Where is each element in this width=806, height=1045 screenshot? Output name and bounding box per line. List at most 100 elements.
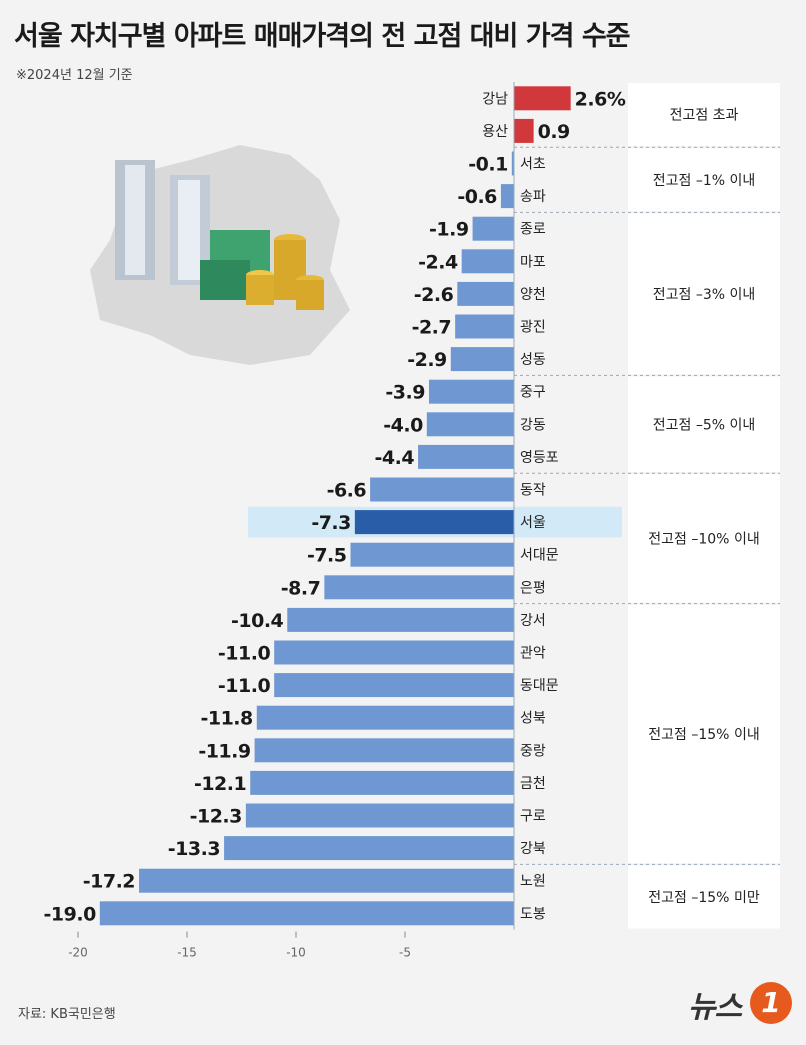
value-label: -2.4	[418, 251, 458, 273]
group-panel	[628, 376, 780, 473]
category-label: 중랑	[520, 743, 546, 759]
bar	[287, 607, 514, 632]
bar	[370, 477, 514, 502]
category-label: 동작	[520, 483, 546, 499]
category-label: 종로	[520, 222, 546, 238]
value-label: -4.4	[375, 447, 415, 469]
bar	[224, 836, 514, 861]
bar	[500, 184, 514, 209]
category-label: 강남	[482, 91, 508, 107]
value-label: -19.0	[44, 903, 97, 925]
category-label: 강동	[520, 417, 546, 433]
x-tick-label: -5	[399, 946, 411, 960]
x-tick-label: -10	[286, 946, 306, 960]
bar	[274, 640, 514, 665]
category-label: 중구	[520, 385, 546, 401]
value-label: -7.3	[311, 512, 351, 534]
group-panel	[628, 83, 780, 147]
value-label: -1.9	[429, 219, 469, 241]
value-label: -11.9	[198, 740, 250, 762]
group-label: 전고점 –3% 이내	[653, 287, 756, 303]
category-label: 강서	[520, 613, 546, 629]
category-label: 은평	[520, 580, 546, 596]
group-label: 전고점 –5% 이내	[653, 417, 756, 433]
chart-title: 서울 자치구별 아파트 매매가격의 전 고점 대비 가격 수준	[14, 21, 631, 52]
category-label: 성북	[520, 711, 546, 727]
bar	[472, 216, 514, 241]
bar	[254, 738, 514, 763]
value-label: -11.0	[218, 643, 271, 665]
category-label: 양천	[520, 287, 546, 303]
bar	[426, 412, 514, 437]
group-panel	[628, 865, 780, 929]
value-label: -0.6	[457, 186, 497, 208]
source-note: 자료: KB국민은행	[18, 1007, 116, 1022]
group-panel	[628, 474, 780, 603]
category-label: 서대문	[520, 548, 559, 564]
category-label: 마포	[520, 254, 546, 270]
value-label: -3.9	[385, 382, 425, 404]
group-label: 전고점 –15% 미만	[648, 890, 760, 906]
bar	[418, 444, 514, 469]
bar	[250, 770, 514, 795]
news1-logo: 뉴스	[688, 990, 742, 1025]
value-label: -11.8	[200, 708, 253, 730]
group-panel	[628, 148, 780, 212]
bar	[450, 347, 514, 372]
category-label: 금천	[520, 776, 546, 792]
category-label: 동대문	[520, 678, 559, 694]
bar	[99, 901, 515, 926]
x-tick-label: -15	[177, 946, 197, 960]
value-label: -0.1	[468, 154, 508, 176]
value-label: -2.6	[414, 284, 454, 306]
category-label: 강북	[520, 841, 546, 857]
bar	[514, 118, 534, 143]
value-label: -17.2	[83, 871, 135, 893]
bar	[324, 575, 514, 600]
value-label: -8.7	[281, 577, 321, 599]
bar	[428, 379, 514, 404]
bar	[514, 86, 571, 111]
bar	[511, 151, 514, 176]
category-label: 구로	[520, 809, 546, 825]
value-label: 2.6%	[575, 88, 626, 110]
value-label: 0.9	[538, 121, 570, 143]
value-label: -10.4	[231, 610, 284, 632]
value-label: -7.5	[307, 545, 347, 567]
category-label: 노원	[520, 874, 546, 890]
category-label: 송파	[520, 189, 546, 205]
category-label: 용산	[482, 124, 508, 140]
category-label: 서초	[520, 157, 546, 173]
bar	[457, 281, 514, 306]
value-label: -12.3	[190, 806, 242, 828]
group-label: 전고점 초과	[670, 108, 739, 124]
value-label: -2.9	[407, 349, 447, 371]
group-panel	[628, 604, 780, 864]
category-label: 광진	[520, 320, 546, 336]
category-label: 성동	[520, 352, 546, 368]
bar	[245, 803, 515, 828]
group-label: 전고점 –15% 이내	[648, 727, 759, 743]
bar	[256, 705, 514, 730]
value-label: -6.6	[327, 480, 367, 502]
bar	[354, 510, 514, 535]
value-label: -12.1	[194, 773, 246, 795]
news1-logo-badge: 1	[750, 982, 792, 1024]
category-label: 영등포	[520, 450, 559, 466]
bar	[455, 314, 514, 339]
value-label: -13.3	[168, 838, 220, 860]
bar	[461, 249, 514, 274]
x-tick-label: -20	[68, 946, 88, 960]
chart-subtitle: ※2024년 12월 기준	[16, 68, 133, 83]
bar	[139, 868, 515, 893]
category-label: 관악	[520, 646, 546, 662]
group-panel	[628, 213, 780, 375]
value-label: -4.0	[383, 414, 423, 436]
bar	[350, 542, 514, 567]
group-label: 전고점 –10% 이내	[648, 531, 759, 547]
seoul-map-illustration	[90, 145, 350, 365]
bar	[274, 673, 514, 698]
value-label: -2.7	[412, 317, 452, 339]
category-label: 도봉	[520, 906, 546, 922]
